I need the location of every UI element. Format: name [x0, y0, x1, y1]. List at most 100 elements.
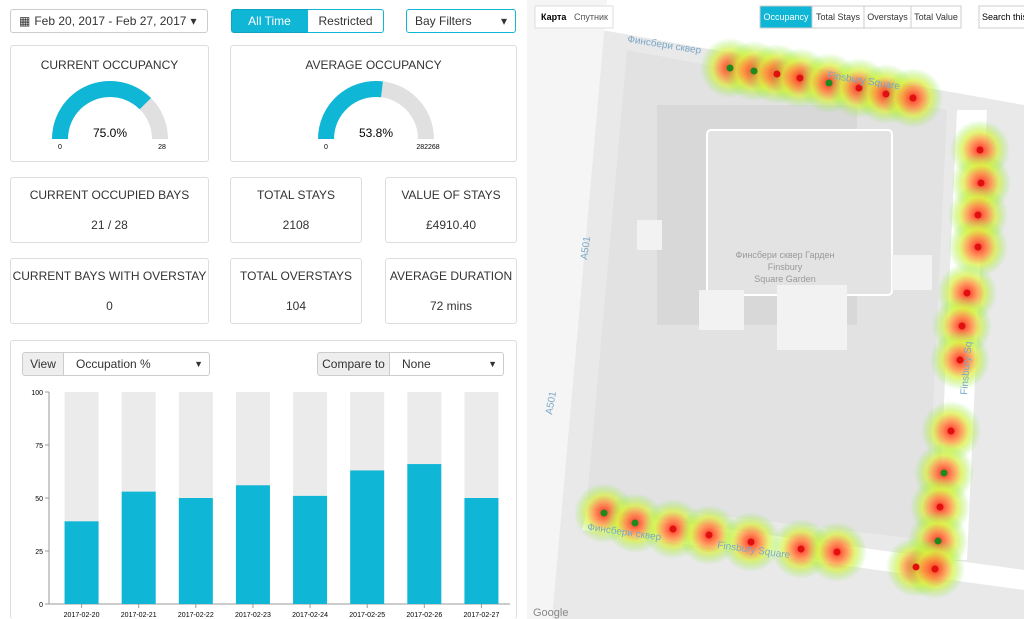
bay-dot[interactable] [974, 243, 982, 251]
bay-dot[interactable] [797, 545, 805, 553]
value: None [402, 357, 431, 371]
bay-dot[interactable] [825, 79, 833, 87]
layer-button[interactable] [910, 5, 962, 29]
building [699, 290, 744, 330]
gauges: 75.0% 0 28 53.8% 0 282268 [52, 81, 440, 151]
toggle-label: Restricted [318, 14, 373, 28]
x-tick-label: 2017-02-26 [406, 612, 442, 619]
gauge-title: AVERAGE OCCUPANCY [305, 58, 442, 72]
bay-dot[interactable] [726, 64, 734, 72]
stat-card: VALUE OF STAYS £4910.40 [385, 177, 517, 243]
gauge-max: 28 [158, 144, 166, 151]
street-label: Finsbury Sq [959, 341, 975, 395]
x-tick-label: 2017-02-24 [292, 612, 328, 619]
bay-dot[interactable] [977, 179, 985, 187]
y-tick-label: 50 [35, 496, 43, 503]
gauge-value: 53.8% [359, 126, 393, 140]
bay-dot[interactable] [931, 565, 939, 573]
layer-label[interactable]: Total Stays [816, 12, 861, 22]
y-tick-label: 0 [39, 602, 43, 609]
bay-dot[interactable] [936, 503, 944, 511]
gauge-card: CURRENT OCCUPANCY [10, 45, 209, 162]
x-tick-label: 2017-02-22 [178, 612, 214, 619]
google-logo: Google [533, 607, 568, 619]
toggle-label: All Time [248, 14, 291, 28]
bay-dot[interactable] [958, 322, 966, 330]
bar [64, 521, 99, 604]
bay-dot[interactable] [976, 146, 984, 154]
stat-title: AVERAGE DURATION [389, 269, 513, 283]
street-label: A501 [544, 390, 559, 415]
stat-card: TOTAL OVERSTAYS 104 [230, 258, 362, 324]
map-type-bar [534, 5, 614, 29]
view-select[interactable]: Occupation % ▼ [63, 352, 210, 376]
map-type[interactable]: Карта [541, 12, 567, 22]
bay-dot[interactable] [750, 67, 758, 75]
bay-dot[interactable] [796, 74, 804, 82]
map-type[interactable]: Спутник [574, 12, 608, 22]
gauge-value: 75.0% [93, 126, 127, 140]
bay-dot[interactable] [882, 90, 890, 98]
x-tick-label: 2017-02-21 [121, 612, 157, 619]
stat-title: TOTAL OVERSTAYS [239, 269, 353, 283]
bay-dot[interactable] [705, 531, 713, 539]
layer-label[interactable]: Occupancy [763, 12, 809, 22]
bar [178, 498, 213, 604]
compare-select[interactable]: None ▼ [389, 352, 504, 376]
gauge-fill [52, 81, 152, 139]
bay-dot[interactable] [600, 509, 608, 517]
search-box[interactable]: Search this [982, 12, 1024, 22]
building [637, 220, 662, 250]
stat-card: CURRENT OCCUPIED BAYS 21 / 28 [10, 177, 209, 243]
stat-card: AVERAGE DURATION 72 mins [385, 258, 517, 324]
building [892, 255, 932, 290]
park-label: Финсбери сквер Гарден [736, 250, 835, 260]
stat-value: £4910.40 [425, 218, 477, 232]
map[interactable]: Карта Спутник Search this Финсбери сквер… [527, 0, 1024, 619]
bay-filters[interactable]: Bay Filters ▾ [406, 9, 516, 33]
stat-title: CURRENT OCCUPIED BAYS [29, 188, 190, 202]
x-tick-label: 2017-02-20 [64, 612, 100, 619]
bay-dot[interactable] [912, 563, 920, 571]
bar [235, 485, 270, 604]
bay-dot[interactable] [909, 94, 917, 102]
bay-dot[interactable] [947, 427, 955, 435]
bay-dot[interactable] [963, 289, 971, 297]
compare-label: Compare to [317, 352, 390, 376]
park-label: Finsbury [768, 262, 803, 272]
bay-filters-label: Bay Filters [415, 14, 472, 28]
bar [350, 470, 385, 604]
street [527, 0, 607, 619]
bar [407, 464, 442, 604]
stat-value: 72 mins [429, 299, 473, 313]
layer-label[interactable]: Total Value [914, 12, 958, 22]
bay-dot[interactable] [631, 519, 639, 527]
stat-title: CURRENT BAYS WITH OVERSTAY [12, 269, 207, 283]
bay-dot[interactable] [934, 537, 942, 545]
stat-title: TOTAL STAYS [256, 188, 336, 202]
bar [121, 491, 156, 604]
gauge-min: 0 [58, 144, 62, 151]
bay-dot[interactable] [855, 84, 863, 92]
bay-dot[interactable] [747, 538, 755, 546]
date-picker[interactable]: ▦ Feb 20, 2017 - Feb 27, 2017 ▾ [10, 9, 208, 33]
value: Occupation % [76, 357, 151, 371]
toggle-restricted[interactable]: Restricted [307, 9, 384, 33]
bar [293, 495, 328, 604]
search-box-frame[interactable] [978, 5, 1024, 29]
bay-dot[interactable] [974, 211, 982, 219]
toggle-all-time[interactable]: All Time [231, 9, 308, 33]
stat-value: 2108 [282, 218, 310, 232]
stat-value: 21 / 28 [91, 218, 128, 232]
layer-label[interactable]: Overstays [867, 12, 908, 22]
y-tick-label: 100 [31, 390, 43, 397]
stat-value: 0 [106, 299, 113, 313]
gauge-max: 282268 [416, 144, 439, 151]
bay-dot[interactable] [773, 70, 781, 78]
bar [464, 498, 499, 604]
stat-card: TOTAL STAYS 2108 [230, 177, 362, 243]
bay-dot[interactable] [833, 548, 841, 556]
bay-dot[interactable] [940, 469, 948, 477]
bay-dot[interactable] [956, 356, 964, 364]
bay-dot[interactable] [669, 525, 677, 533]
